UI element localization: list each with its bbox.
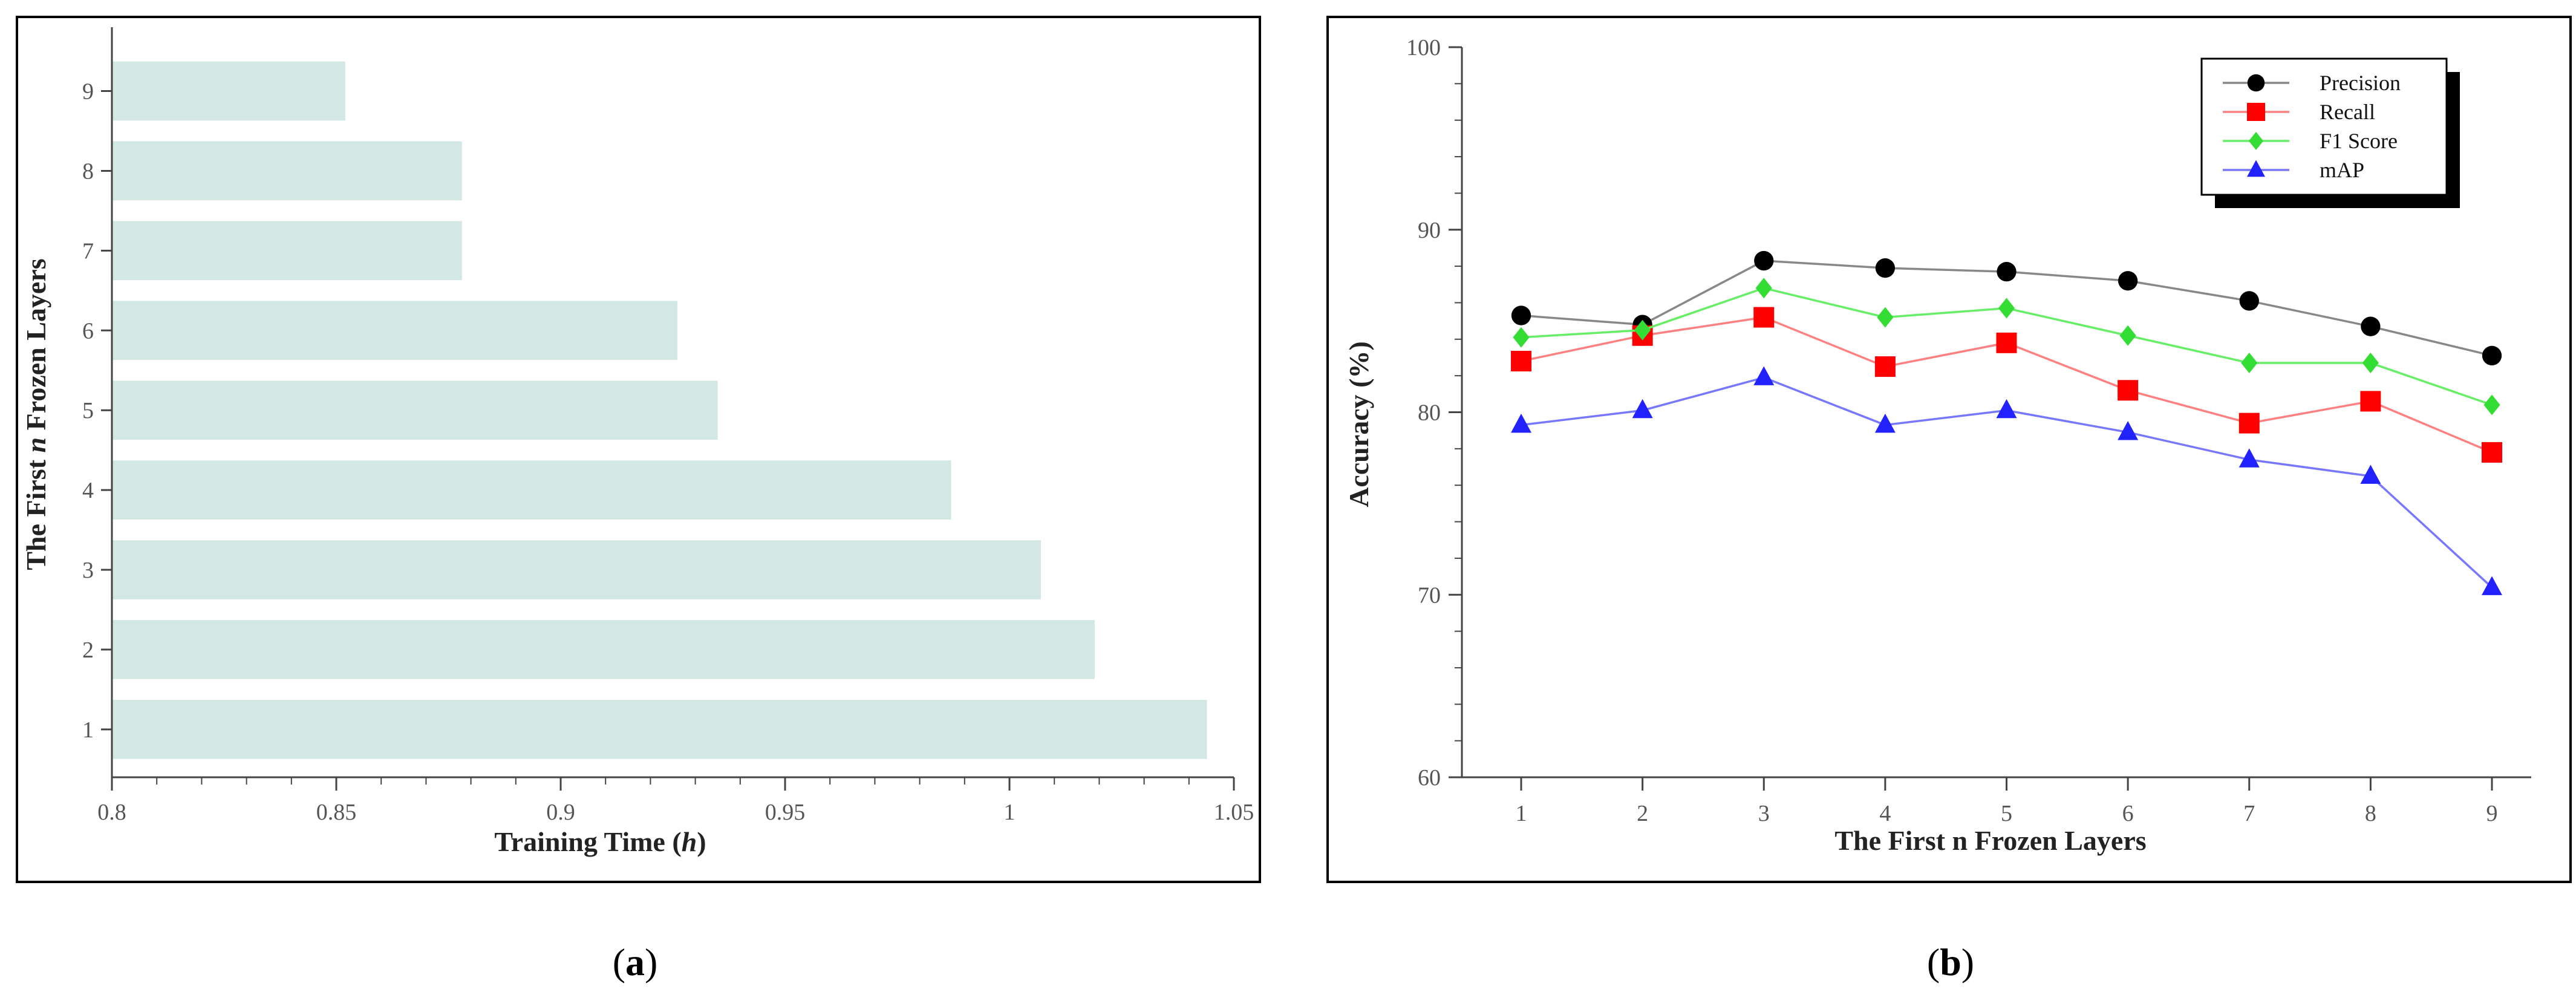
legend-label: mAP [2320,158,2364,182]
caption-a-label: a [625,941,645,984]
legend-marker [2247,74,2265,92]
bar-3 [112,540,1041,599]
x-tick-label: 5 [2001,801,2012,826]
legend-label: Precision [2320,71,2401,95]
data-point [2483,394,2500,416]
x-tick-label: 6 [2122,801,2134,826]
bar-8 [112,141,462,201]
x-tick-label: 7 [2243,801,2255,826]
data-point [2239,413,2260,434]
bar-6 [112,301,677,361]
data-point [2118,380,2139,401]
legend-marker [2247,103,2265,121]
data-point [1755,278,1772,299]
bar-4 [112,460,951,520]
caption-b: (b) [1927,941,1974,984]
data-point [2118,271,2138,291]
data-point [1511,413,1531,433]
data-point [2362,353,2379,374]
series-precision [1511,250,2502,366]
data-point [1875,258,1896,278]
data-point [2119,325,2136,346]
legend-marker [2249,132,2263,150]
bar-chart: 1 2 3 4 5 6 7 8 9 0.8 0.85 0.9 0.95 1 1.05 Training Tim… [21,27,1254,857]
data-point [1634,319,1651,341]
legend-marker [2247,160,2265,177]
data-point [1511,305,1531,325]
x-tick-label: 1 [1004,800,1016,825]
data-point [1753,366,1775,385]
bar-9 [112,61,345,121]
data-point [1632,399,1653,419]
y-tick-label: 100 [1406,35,1441,60]
y-tick-label: 5 [82,398,94,423]
caption-b-label: b [1940,941,1961,984]
data-point [1996,399,2017,419]
data-point [1998,298,2015,319]
data-point [1997,262,2017,282]
x-tick-label: 2 [1637,801,1648,826]
data-point [1877,307,1894,328]
x-tick-label: 0.95 [765,800,806,825]
data-point [2361,316,2381,336]
data-point [1511,351,1531,372]
data-point [1753,307,1775,328]
data-point [2360,465,2381,484]
y-tick-label: 60 [1418,765,1441,791]
y-axis-title: Accuracy (%) [1343,341,1374,507]
bar-5 [112,380,718,440]
caption-a: (a) [613,941,658,984]
x-tick-label: 0.85 [316,800,357,825]
data-point [2482,442,2502,463]
data-point [2482,576,2502,595]
legend-label: F1 Score [2320,129,2398,153]
x-tick-label: 4 [1879,801,1891,826]
y-tick-label: 9 [82,79,94,105]
series-f1-score [1513,278,2500,416]
y-tick-label: 4 [82,478,94,503]
line-chart: 60 70 80 90 100 1 2 3 4 5 6 7 8 9 The First n Frozen L… [1343,35,2531,856]
y-tick-label: 8 [82,158,94,184]
y-tick-label: 1 [82,717,94,743]
y-tick-label: 90 [1418,218,1441,243]
x-tick-label: 1 [1516,801,1527,826]
bar-7 [112,221,462,281]
y-tick-label: 80 [1418,400,1441,426]
bar-1 [112,700,1207,759]
series-recall [1511,307,2502,463]
data-point [2118,420,2139,440]
x-tick-label: 3 [1758,801,1770,826]
x-tick-label: 0.9 [546,800,575,825]
x-tick-label: 0.8 [97,800,126,825]
data-point [2241,353,2258,374]
x-tick-label: 8 [2365,801,2376,826]
series-map [1511,366,2502,595]
legend-box [2200,57,2448,196]
data-point [1754,250,1774,271]
x-tick-label: 9 [2486,801,2498,826]
x-axis-title: Training Time (h) [494,826,706,857]
legend: Precision Recall F1 Score mAP [2200,57,2460,208]
bar-2 [112,620,1095,679]
data-point [2482,345,2502,366]
data-point [1513,327,1530,348]
data-point [2239,448,2260,468]
data-point [1874,356,1896,377]
y-tick-label: 70 [1418,582,1441,608]
y-tick-label: 3 [82,558,94,583]
x-axis-title: The First n Frozen Layers [1834,825,2146,856]
data-point [1996,332,2017,353]
legend-label: Recall [2320,100,2375,124]
data-point [1874,413,1896,433]
y-axis-title: The First n Frozen Layers [21,258,51,570]
y-tick-label: 7 [82,238,94,264]
data-point [2239,291,2259,311]
x-tick-label: 1.05 [1214,800,1254,825]
y-tick-label: 6 [82,318,94,344]
data-point [2360,391,2381,412]
y-tick-label: 2 [82,638,94,663]
